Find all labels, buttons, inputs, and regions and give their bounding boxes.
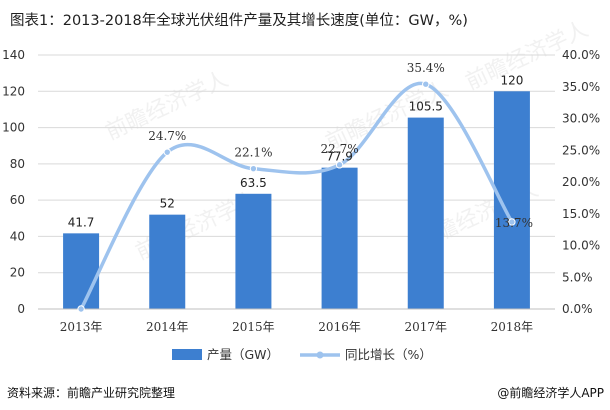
x-axis-tick-label: 2016年: [318, 320, 361, 334]
bar-value-label: 77.9: [326, 150, 353, 164]
line-value-labels: 24.7% 22.1% 22.7% 35.4% 13.7%: [148, 61, 533, 230]
bar-value-labels: 41.7 52 63.5 77.9 105.5 120: [68, 73, 524, 229]
bars-series: [63, 91, 530, 310]
bar-value-label: 63.5: [240, 176, 267, 190]
growth-point: [163, 148, 171, 156]
source-note: 资料来源：前瞻产业研究院整理: [7, 386, 176, 400]
x-axis: 2013年 2014年 2015年 2016年 2017年 2018年: [38, 308, 555, 334]
legend-line-marker: [316, 351, 324, 359]
bar-value-label: 52: [160, 197, 175, 211]
bar: [321, 167, 358, 309]
right-axis-ticks: 0.0% 5.0% 10.0% 15.0% 20.0% 25.0% 30.0% 35.0% 40…: [562, 48, 600, 316]
right-axis-tick-label: 25.0%: [562, 143, 600, 157]
line-value-label: 24.7%: [148, 129, 186, 143]
right-axis-tick-label: 15.0%: [562, 207, 600, 221]
left-axis-tick-label: 20: [10, 266, 25, 280]
growth-point: [77, 305, 85, 313]
growth-point: [335, 161, 344, 169]
right-axis-tick-label: 0.0%: [562, 302, 593, 316]
right-axis-tick-label: 20.0%: [562, 175, 600, 189]
line-value-label: 35.4%: [407, 61, 445, 75]
left-axis-tick-label: 60: [10, 193, 25, 207]
left-axis-tick-label: 40: [10, 229, 25, 243]
legend-bar-swatch: [172, 349, 202, 360]
bar: [149, 214, 186, 309]
brand-mark: @前瞻经济学人APP: [497, 386, 604, 400]
x-axis-tick-label: 2015年: [232, 320, 275, 334]
growth-line: [79, 81, 514, 311]
right-axis-tick-label: 35.0%: [562, 80, 600, 94]
legend-bar-label: 产量（GW）: [207, 347, 279, 362]
left-axis-tick-label: 0: [17, 302, 25, 316]
growth-point: [508, 218, 516, 226]
bar: [63, 233, 100, 309]
grid-lines: [38, 54, 555, 274]
growth-point: [249, 164, 258, 173]
x-axis-tick-label: 2014年: [146, 320, 189, 334]
left-axis-tick-label: 80: [10, 157, 25, 171]
x-axis-tick-label: 2018年: [491, 320, 534, 334]
bar: [235, 193, 272, 309]
bar: [407, 117, 444, 309]
line-value-label: 13.7%: [495, 216, 533, 230]
x-axis-tick-label: 2017年: [404, 320, 447, 334]
left-axis-tick-label: 140: [2, 48, 25, 62]
line-value-label: 22.7%: [321, 142, 359, 156]
right-axis-tick-label: 5.0%: [562, 270, 593, 284]
line-series: [77, 80, 516, 313]
right-axis-tick-label: 10.0%: [562, 239, 600, 253]
line-value-label: 22.1%: [234, 146, 272, 160]
right-axis-tick-label: 30.0%: [562, 112, 600, 126]
left-axis-tick-label: 120: [2, 84, 25, 98]
x-axis-tick-label: 2013年: [60, 320, 103, 334]
bar-value-label: 41.7: [68, 215, 95, 229]
growth-point: [422, 80, 430, 88]
footer: 资料来源：前瞻产业研究院整理 @前瞻经济学人APP: [0, 380, 610, 410]
chart-title: 图表1：2013-2018年全球光伏组件产量及其增长速度(单位：GW，%): [10, 13, 468, 29]
legend: 产量（GW） 同比增长（%）: [172, 347, 432, 362]
right-axis-tick-label: 40.0%: [562, 48, 600, 62]
left-axis-tick-label: 100: [2, 121, 25, 135]
bar-value-label: 120: [500, 73, 523, 87]
bar-value-label: 105.5: [409, 100, 443, 114]
left-axis-ticks: 0 20 40 60 80 100 120 140: [2, 48, 25, 316]
legend-line-label: 同比增长（%）: [345, 347, 432, 362]
